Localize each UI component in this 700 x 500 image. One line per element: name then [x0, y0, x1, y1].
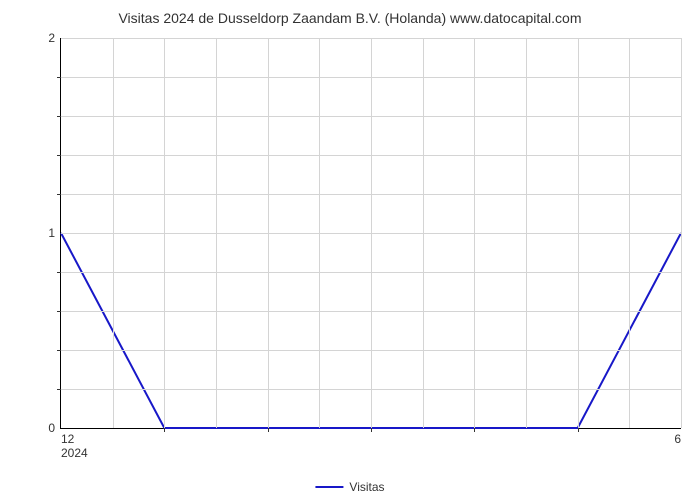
x-minor-tick	[371, 428, 372, 432]
grid-line-h-minor	[61, 350, 681, 351]
chart-container: Visitas 2024 de Dusseldorp Zaandam B.V. …	[0, 10, 700, 500]
y-minor-tick	[57, 194, 61, 195]
y-minor-tick	[57, 350, 61, 351]
x-minor-tick	[268, 428, 269, 432]
grid-line-h-minor	[61, 77, 681, 78]
legend-swatch	[315, 486, 343, 488]
plot-area: 0121262024	[60, 38, 681, 429]
chart-title: Visitas 2024 de Dusseldorp Zaandam B.V. …	[0, 10, 700, 26]
grid-line-v	[681, 38, 682, 428]
legend: Visitas	[315, 480, 384, 494]
grid-line-h-minor	[61, 272, 681, 273]
grid-line-h-minor	[61, 194, 681, 195]
legend-label: Visitas	[349, 480, 384, 494]
y-minor-tick	[57, 155, 61, 156]
y-minor-tick	[57, 272, 61, 273]
x-tick-label-right: 6	[674, 428, 681, 446]
y-tick-label: 0	[48, 421, 61, 435]
grid-line-h-minor	[61, 389, 681, 390]
y-minor-tick	[57, 311, 61, 312]
grid-line-h-minor	[61, 155, 681, 156]
grid-line-h	[61, 233, 681, 234]
y-tick-label: 1	[48, 226, 61, 240]
grid-line-h-minor	[61, 116, 681, 117]
grid-line-h	[61, 38, 681, 39]
y-tick-label: 2	[48, 31, 61, 45]
grid-line-h-minor	[61, 311, 681, 312]
x-minor-tick	[164, 428, 165, 432]
y-minor-tick	[57, 116, 61, 117]
x-minor-tick	[474, 428, 475, 432]
x-minor-tick	[578, 428, 579, 432]
y-minor-tick	[57, 77, 61, 78]
x-secondary-label: 2024	[61, 428, 88, 460]
y-minor-tick	[57, 389, 61, 390]
